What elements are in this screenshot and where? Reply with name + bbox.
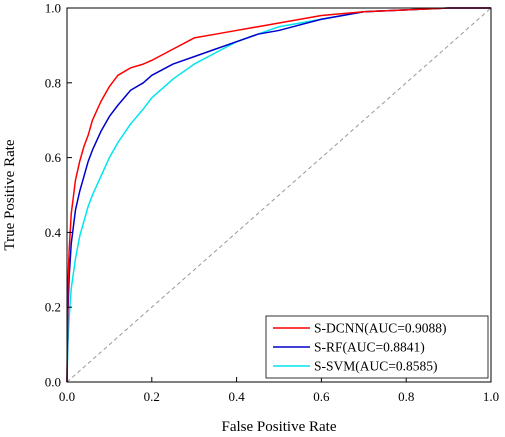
x-tick-label: 0.2 (144, 389, 160, 404)
series-layer (66, 7, 491, 383)
x-tick-label: 0.0 (59, 389, 75, 404)
x-tick-label: 1.0 (483, 389, 499, 404)
legend-label-0: S-DCNN(AUC=0.9088) (314, 321, 447, 336)
y-tick-label: 0.4 (45, 225, 62, 240)
y-tick-label: 1.0 (45, 1, 61, 16)
y-tick-label: 0.0 (45, 375, 61, 390)
series-line-0 (66, 7, 491, 383)
y-axis-label: True Positive Rate (2, 139, 18, 250)
y-tick-label: 0.8 (45, 75, 61, 90)
plot-frame (66, 7, 492, 383)
legend-entries: S-DCNN(AUC=0.9088) S-RF(AUC=0.8841) S-SVM(… (273, 321, 447, 374)
x-axis-label: False Positive Rate (222, 419, 337, 435)
legend-label-2: S-SVM(AUC=0.8585) (314, 359, 438, 374)
x-tick-label: 0.4 (228, 389, 245, 404)
y-tick-label: 0.2 (45, 300, 61, 315)
legend-label-1: S-RF(AUC=0.8841) (314, 340, 425, 355)
series-line-1 (66, 7, 491, 383)
x-axis: 0.0 0.2 0.4 0.6 0.8 1.0 (59, 377, 499, 404)
y-axis: 0.0 0.2 0.4 0.6 0.8 1.0 (45, 1, 72, 390)
x-tick-label: 0.6 (313, 389, 330, 404)
x-tick-label: 0.8 (398, 389, 414, 404)
plot-area (66, 7, 492, 383)
y-tick-label: 0.6 (45, 150, 62, 165)
legend: S-DCNN(AUC=0.9088) S-RF(AUC=0.8841) S-SVM(… (265, 315, 489, 379)
chance-reference-line (66, 7, 492, 383)
